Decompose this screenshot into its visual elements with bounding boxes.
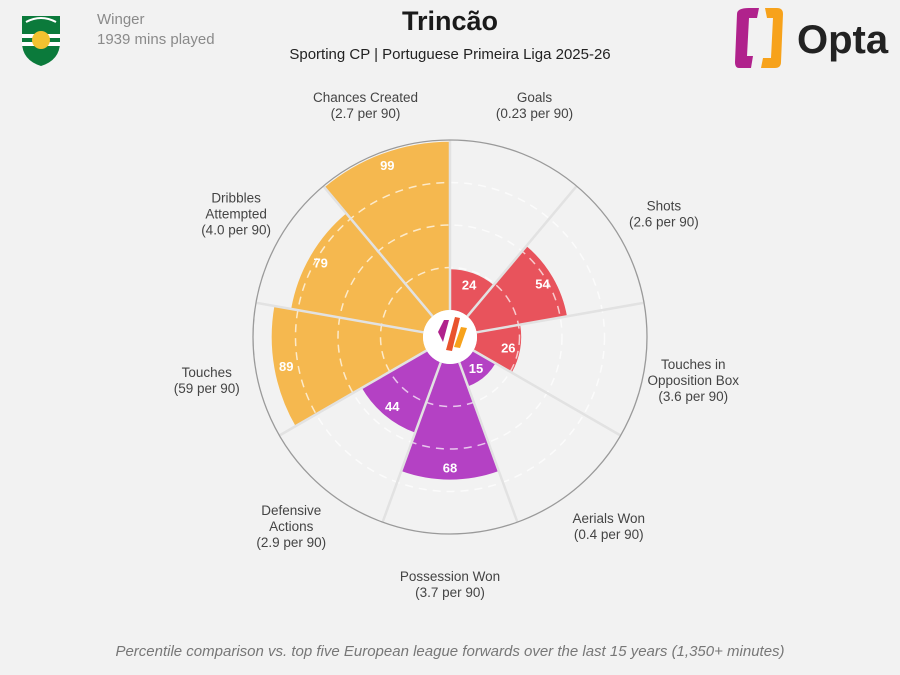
- slice-divider: [458, 361, 519, 523]
- opta-slash-icon: [438, 317, 467, 351]
- gridline-ring: [294, 181, 606, 493]
- slice-divider: [466, 185, 578, 318]
- slice-divider: [476, 301, 645, 334]
- player-position: Winger: [97, 11, 145, 28]
- slice-divider: [472, 349, 622, 437]
- category-label: Goals: [517, 90, 553, 105]
- svg-text:Opta: Opta: [797, 18, 889, 62]
- slice-divider: [278, 349, 428, 437]
- per90-label: (3.7 per 90): [415, 585, 485, 600]
- value-label: 99: [380, 158, 394, 173]
- per90-label: (2.6 per 90): [629, 215, 699, 230]
- page-title: Trincão: [401, 6, 499, 36]
- gridline-ring: [337, 224, 563, 450]
- category-label: Possession Won: [400, 569, 500, 584]
- value-label: 24: [462, 278, 477, 293]
- category-label: Aerials Won: [573, 511, 646, 526]
- bar-touches: [271, 306, 427, 427]
- minutes-played: 1939 mins played: [97, 31, 215, 48]
- value-label: 79: [313, 255, 327, 270]
- category-label: Touches in: [661, 357, 726, 372]
- sporting-cp-crest-icon: [22, 16, 60, 66]
- value-label: 26: [501, 340, 515, 355]
- per90-label: (0.4 per 90): [574, 527, 644, 542]
- category-label: Dribbles: [211, 191, 261, 206]
- value-label: 15: [469, 361, 483, 376]
- slice-divider: [381, 361, 442, 523]
- bar-dribbles-attempted: [291, 213, 433, 333]
- footnote: Percentile comparison vs. top five Europ…: [115, 643, 785, 660]
- category-label: Attempted: [205, 207, 267, 222]
- bar-defensive-actions: [361, 350, 441, 433]
- opta-logo: Opta: [735, 8, 889, 68]
- category-label: Opposition Box: [647, 373, 739, 388]
- per90-label: (59 per 90): [174, 381, 240, 396]
- per90-label: (0.23 per 90): [496, 106, 573, 121]
- category-label: Shots: [647, 199, 682, 214]
- per90-label: (2.7 per 90): [331, 106, 401, 121]
- bar-possession-won: [401, 362, 499, 480]
- bar-touches-in-opposition-box: [473, 324, 522, 373]
- bar-shots: [467, 245, 567, 333]
- value-label: 89: [279, 359, 293, 374]
- category-label: Chances Created: [313, 90, 418, 105]
- subtitle: Sporting CP | Portuguese Primeira Liga 2…: [289, 46, 611, 63]
- value-label: 44: [385, 399, 400, 414]
- outer-ring: [252, 139, 648, 535]
- bar-goals: [450, 269, 494, 317]
- per90-label: (4.0 per 90): [201, 223, 271, 238]
- per90-label: (2.9 per 90): [256, 535, 326, 550]
- category-label: Defensive: [261, 503, 321, 518]
- value-label: 54: [535, 277, 550, 292]
- slice-divider: [255, 301, 424, 334]
- value-label: 68: [443, 461, 457, 476]
- per90-label: (3.6 per 90): [658, 389, 728, 404]
- category-label: Actions: [269, 519, 314, 534]
- slice-divider: [322, 185, 434, 318]
- bar-chances-created: [324, 141, 450, 317]
- category-label: Touches: [182, 365, 233, 380]
